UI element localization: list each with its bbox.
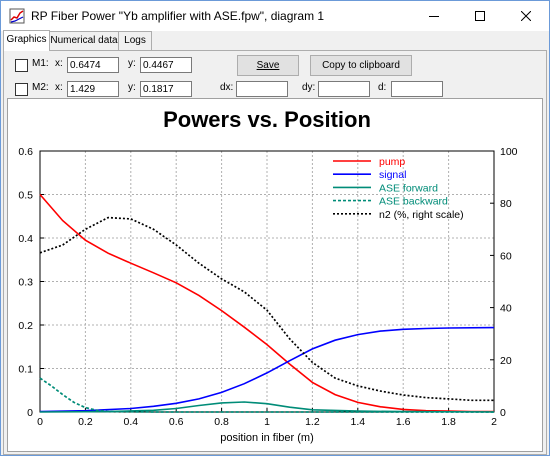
x-tick-label: 1.8	[441, 416, 456, 428]
y2-tick-label: 20	[500, 355, 512, 367]
y-tick-label: 0.5	[18, 190, 33, 202]
x-tick-label: 1.6	[396, 416, 411, 428]
y-tick-label: 0.2	[18, 320, 33, 332]
y-tick-label: 0.1	[18, 364, 33, 376]
m1-x-field[interactable]: 0.6474	[67, 57, 119, 73]
d-field[interactable]	[391, 81, 443, 97]
save-button[interactable]: Save	[237, 55, 299, 76]
dx-field[interactable]	[236, 81, 288, 97]
title-bar[interactable]: RP Fiber Power "Yb amplifier with ASE.fp…	[1, 1, 549, 31]
powers-chart: Powers vs. Position 0 0.2 0.4 0.6 0.8 1 1.2 1.4 1…	[18, 107, 518, 444]
y2-tick-label: 40	[500, 303, 512, 315]
close-icon	[521, 11, 531, 21]
plot-area[interactable]: Powers vs. Position 0 0.2 0.4 0.6 0.8 1 1.2 1.4 1…	[7, 98, 543, 452]
x-tick-label: 1.2	[305, 416, 320, 428]
tab-logs[interactable]: Logs	[118, 31, 152, 50]
save-button-label: Save	[256, 60, 280, 71]
dx-label: dx:	[220, 82, 234, 93]
minimize-icon	[429, 16, 439, 17]
x-axis-label: position in fiber (m)	[220, 432, 314, 444]
x-tick-label: 0.6	[169, 416, 184, 428]
m2-label: M2:	[32, 82, 49, 93]
x-tick-label: 0	[37, 416, 43, 428]
m2-y-field[interactable]: 0.1817	[140, 81, 192, 97]
y-tick-label: 0.4	[18, 233, 33, 245]
chart-title: Powers vs. Position	[163, 107, 371, 132]
app-icon	[9, 8, 25, 24]
close-button[interactable]	[503, 1, 549, 31]
x-tick-label: 0.2	[78, 416, 93, 428]
x-tick-label: 1.4	[350, 416, 365, 428]
series-line-ase-forward	[39, 401, 495, 413]
y2-tick-label: 80	[500, 198, 512, 210]
m2-y-label: y:	[128, 82, 136, 93]
x-tick-label: 0.8	[214, 416, 229, 428]
m1-checkbox[interactable]	[15, 59, 28, 72]
legend-label: ASE forward	[379, 182, 438, 194]
series-line-ase-backward	[39, 377, 494, 413]
legend-label: n2 (%, right scale)	[379, 209, 464, 221]
legend-label: ASE backward	[379, 196, 448, 208]
d-label: d:	[378, 82, 387, 93]
maximize-button[interactable]	[457, 1, 503, 31]
m2-checkbox[interactable]	[15, 83, 28, 96]
x-tick-label: 2	[491, 416, 497, 428]
y2-tick-label: 60	[500, 250, 512, 262]
y2-tick-label: 100	[500, 146, 518, 158]
y-tick-label: 0.6	[18, 146, 33, 158]
legend-label: pump	[379, 156, 405, 168]
x-tick-label: 1	[264, 416, 270, 428]
legend-label: signal	[379, 169, 406, 181]
x-tick-label: 0.4	[123, 416, 138, 428]
tab-numerical-data[interactable]: Numerical data	[49, 31, 119, 50]
y-tick-label: 0	[27, 407, 33, 419]
series-line-pump	[39, 193, 494, 413]
copy-button-label: Copy to clipboard	[322, 60, 400, 71]
dy-field[interactable]	[318, 81, 370, 97]
copy-to-clipboard-button[interactable]: Copy to clipboard	[310, 55, 412, 76]
y2-tick-label: 0	[500, 407, 506, 419]
window-title: RP Fiber Power "Yb amplifier with ASE.fp…	[31, 9, 325, 23]
tab-graphics[interactable]: Graphics	[3, 30, 50, 51]
series-line-signal	[39, 326, 495, 413]
y-tick-label: 0.3	[18, 277, 33, 289]
series-line-n2-right-scale	[39, 216, 494, 402]
m1-y-field[interactable]: 0.4467	[140, 57, 192, 73]
m1-label: M1:	[32, 58, 49, 69]
dy-label: dy:	[302, 82, 316, 93]
m1-x-label: x:	[55, 58, 63, 69]
m1-y-label: y:	[128, 58, 136, 69]
maximize-icon	[475, 11, 485, 21]
minimize-button[interactable]	[411, 1, 457, 31]
m2-x-field[interactable]: 1.429	[67, 81, 119, 97]
m2-x-label: x:	[55, 82, 63, 93]
